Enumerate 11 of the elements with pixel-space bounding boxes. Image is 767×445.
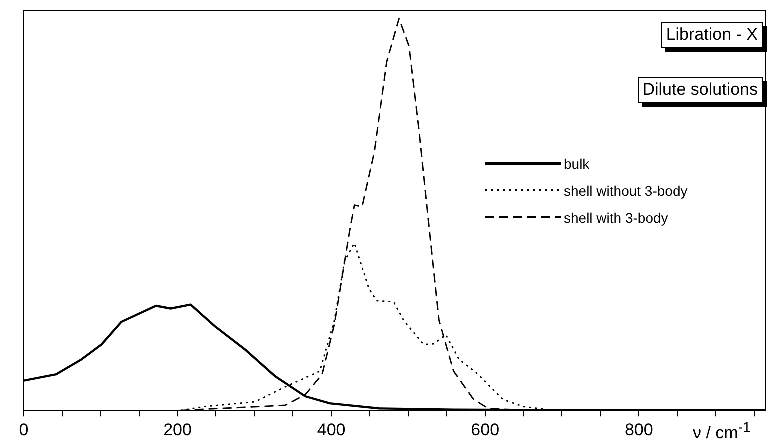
legend-label: shell without 3-body xyxy=(564,182,688,198)
x-tick-label: 600 xyxy=(471,420,500,440)
x-tick-label: 0 xyxy=(19,420,29,440)
legend-label: bulk xyxy=(564,156,590,172)
annotation: Libration - X xyxy=(661,22,763,48)
x-tick-label: 400 xyxy=(317,420,346,440)
legend-label: shell with 3-body xyxy=(564,210,668,226)
annotation: Dilute solutions xyxy=(638,77,763,103)
x-tick-label: 200 xyxy=(164,420,192,440)
x-tick-label: 800 xyxy=(624,420,654,440)
x-axis-title: ν / cm$^{-1}$ xyxy=(693,420,751,444)
